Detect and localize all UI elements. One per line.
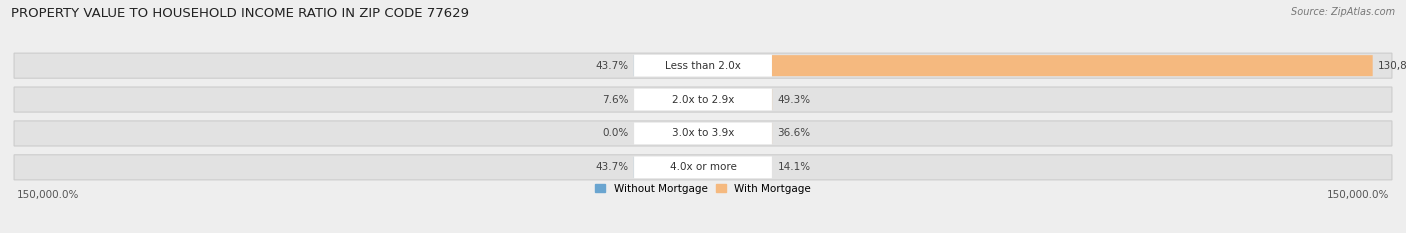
FancyBboxPatch shape [634,157,772,178]
Text: 43.7%: 43.7% [595,162,628,172]
FancyBboxPatch shape [772,55,1372,76]
Text: 49.3%: 49.3% [778,95,811,105]
Text: 130,809.9%: 130,809.9% [1378,61,1406,71]
Text: Less than 2.0x: Less than 2.0x [665,61,741,71]
Text: 3.0x to 3.9x: 3.0x to 3.9x [672,128,734,138]
Text: 0.0%: 0.0% [602,128,628,138]
Text: 7.6%: 7.6% [602,95,628,105]
Text: Source: ZipAtlas.com: Source: ZipAtlas.com [1291,7,1395,17]
Legend: Without Mortgage, With Mortgage: Without Mortgage, With Mortgage [591,179,815,198]
Text: 150,000.0%: 150,000.0% [17,190,79,200]
Text: 150,000.0%: 150,000.0% [1327,190,1389,200]
FancyBboxPatch shape [634,89,772,110]
FancyBboxPatch shape [634,123,772,144]
FancyBboxPatch shape [14,87,1392,112]
Text: 43.7%: 43.7% [595,61,628,71]
Text: PROPERTY VALUE TO HOUSEHOLD INCOME RATIO IN ZIP CODE 77629: PROPERTY VALUE TO HOUSEHOLD INCOME RATIO… [11,7,470,20]
FancyBboxPatch shape [14,53,1392,78]
Text: 14.1%: 14.1% [778,162,811,172]
FancyBboxPatch shape [634,55,772,76]
Text: 4.0x or more: 4.0x or more [669,162,737,172]
FancyBboxPatch shape [14,121,1392,146]
Text: 2.0x to 2.9x: 2.0x to 2.9x [672,95,734,105]
FancyBboxPatch shape [14,155,1392,180]
Text: 36.6%: 36.6% [778,128,811,138]
